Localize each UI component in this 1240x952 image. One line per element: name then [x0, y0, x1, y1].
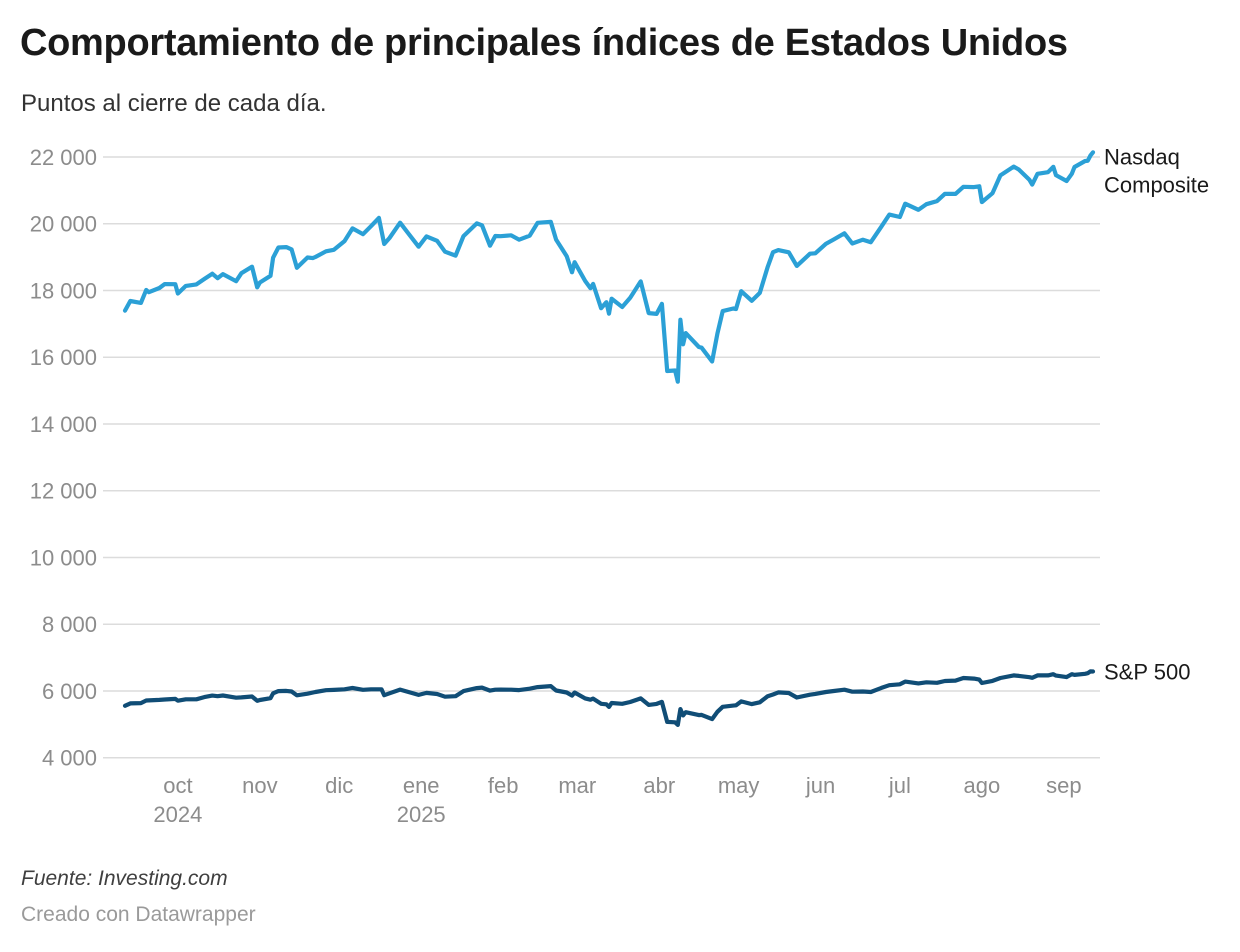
series-line-nasdaq-composite[interactable] — [122, 150, 1096, 384]
y-axis-label: 20 000 — [30, 212, 97, 237]
x-axis-label: sep — [1046, 773, 1081, 798]
y-axis-label: 18 000 — [30, 279, 97, 304]
y-axis-label: 6 000 — [42, 679, 97, 704]
x-axis-label: jul — [888, 773, 911, 798]
x-axis-label: dic — [325, 773, 353, 798]
x-axis-label: may — [718, 773, 760, 798]
x-axis-label: mar — [558, 773, 596, 798]
datawrapper-credit[interactable]: Creado con Datawrapper — [21, 903, 256, 926]
x-axis-label: oct — [163, 773, 192, 798]
x-axis-label: jun — [805, 773, 835, 798]
source-note: Fuente: Investing.com — [21, 867, 228, 890]
y-axis-label: 22 000 — [30, 145, 97, 170]
x-axis-label: abr — [643, 773, 675, 798]
chart-subtitle: Puntos al cierre de cada día. — [21, 90, 327, 117]
x-axis-year-label: 2024 — [153, 802, 202, 827]
x-axis-label: ago — [964, 773, 1001, 798]
x-axis-year-label: 2025 — [397, 802, 446, 827]
y-axis-label: 8 000 — [42, 612, 97, 637]
y-axis-label: 10 000 — [30, 546, 97, 571]
x-axis-label: feb — [488, 773, 519, 798]
chart-title: Comportamiento de principales índices de… — [20, 22, 1068, 64]
x-axis-label: ene — [403, 773, 440, 798]
series-line-s-p-500[interactable] — [122, 669, 1096, 727]
series-label-nasdaq-composite: Composite — [1104, 172, 1209, 197]
series-label-nasdaq-composite: Nasdaq — [1104, 144, 1180, 169]
y-axis-label: 14 000 — [30, 412, 97, 437]
y-axis-label: 4 000 — [42, 746, 97, 771]
y-axis-label: 16 000 — [30, 345, 97, 370]
y-axis-label: 12 000 — [30, 479, 97, 504]
series-label-s-p-500: S&P 500 — [1104, 660, 1190, 685]
x-axis-label: nov — [242, 773, 277, 798]
